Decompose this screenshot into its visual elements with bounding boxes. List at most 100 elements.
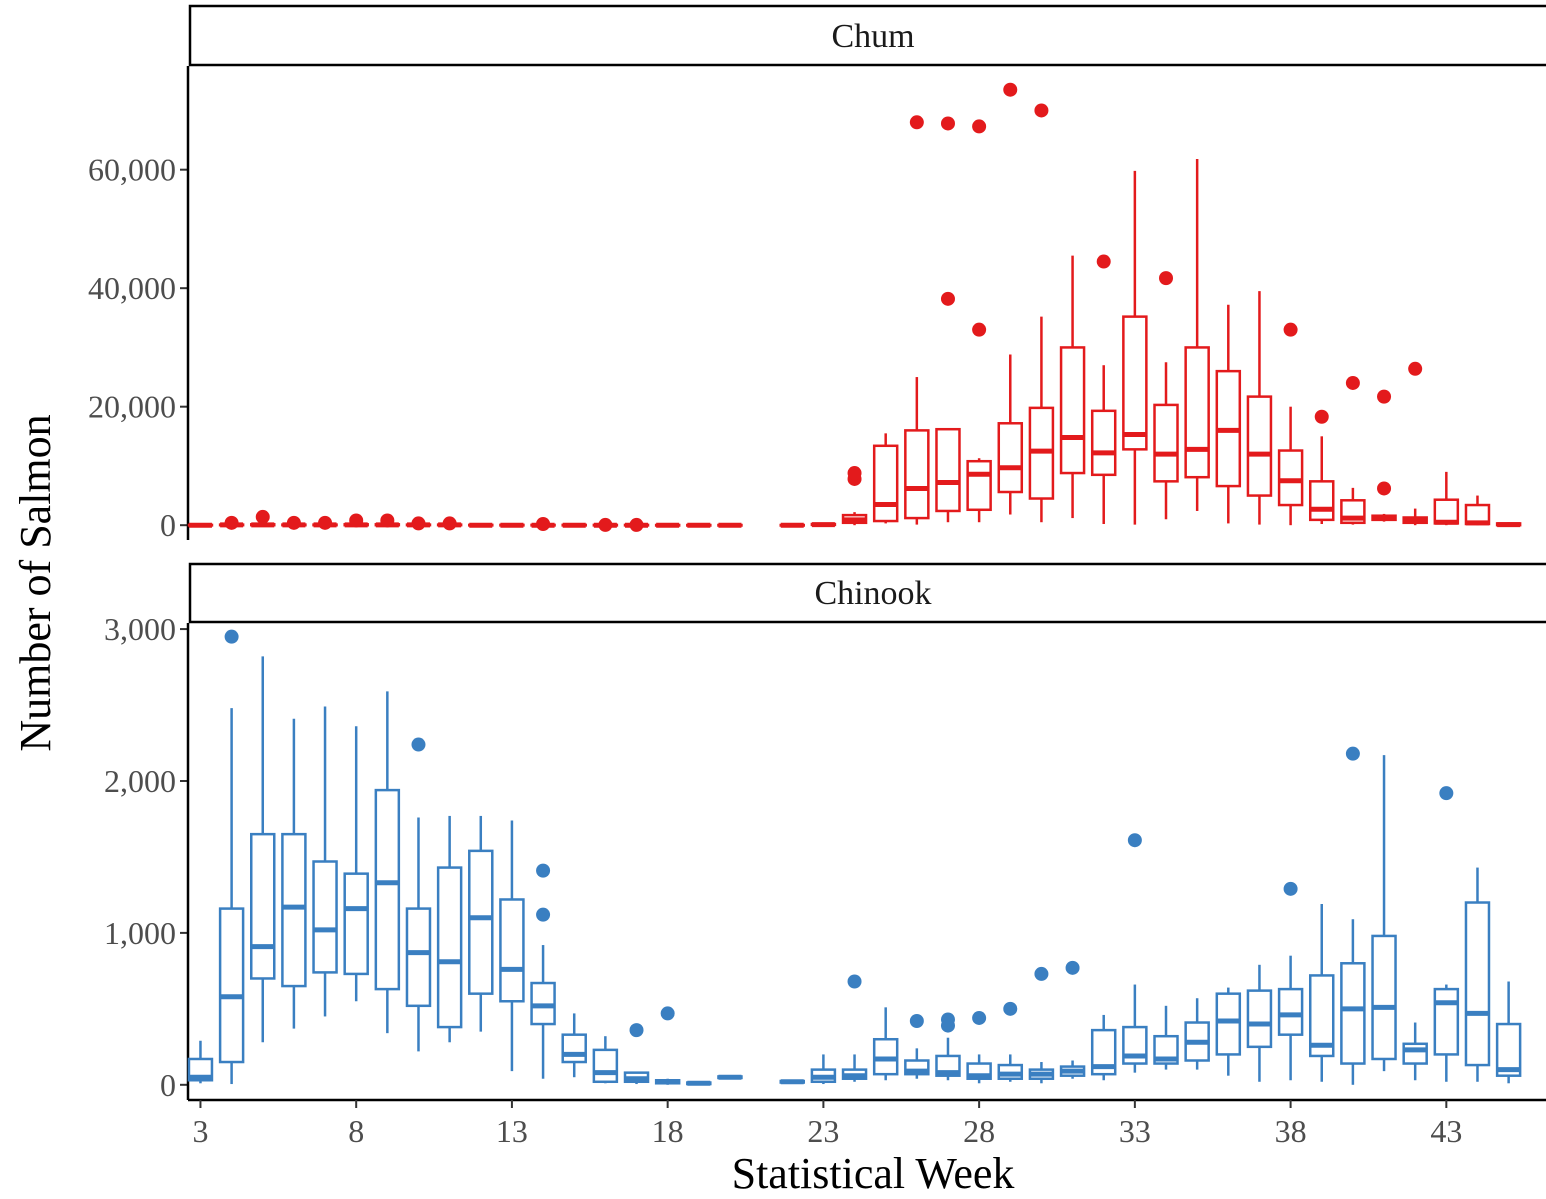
outlier-point — [847, 974, 862, 989]
strip-chinook-label: Chinook — [814, 575, 931, 612]
box-week-40 — [1340, 746, 1366, 1085]
panel-chum: 0 20,000 40,000 60,000 — [88, 66, 1522, 543]
box-week-45 — [1495, 522, 1522, 528]
outlier-point — [286, 515, 301, 530]
iqr-box — [1402, 1042, 1428, 1065]
outlier-point — [629, 1023, 644, 1038]
x-tick-label: 28 — [963, 1113, 995, 1149]
iqr-box — [1308, 974, 1335, 1058]
x-tick-label: 38 — [1275, 1113, 1307, 1149]
box-week-22 — [779, 1079, 805, 1085]
outlier-point — [909, 115, 924, 130]
iqr-box — [935, 427, 961, 513]
box-week-26 — [904, 115, 930, 525]
outlier-point — [1314, 409, 1329, 424]
outlier-point — [1377, 389, 1392, 404]
box-week-19 — [686, 1080, 712, 1086]
outlier-point — [224, 629, 239, 644]
box-week-16 — [592, 517, 619, 532]
box-week-17 — [623, 517, 650, 532]
y-tick-label: 20,000 — [88, 389, 176, 425]
box-week-16 — [592, 1036, 619, 1084]
box-week-40 — [1340, 375, 1366, 525]
x-axis-title: Statistical Week — [732, 1149, 1015, 1198]
outlier-point — [847, 466, 862, 481]
box-week-43 — [1433, 471, 1460, 526]
box-week-41 — [1371, 755, 1397, 1072]
box-week-25 — [872, 433, 899, 524]
y-tick-label: 0 — [160, 1067, 176, 1103]
iqr-box — [1246, 989, 1273, 1049]
iqr-box — [281, 832, 307, 988]
box-week-27 — [935, 1012, 961, 1081]
box-week-37 — [1246, 964, 1273, 1082]
box-week-34 — [1153, 271, 1179, 520]
outlier-point — [411, 737, 426, 752]
box-week-30 — [1028, 103, 1055, 523]
box-week-28 — [966, 119, 992, 523]
box-week-39 — [1308, 904, 1335, 1082]
outlier-point — [940, 1012, 955, 1027]
strip-chum-box — [188, 4, 1546, 67]
box-week-15 — [561, 522, 587, 528]
box-week-14 — [530, 517, 556, 532]
iqr-box — [1153, 403, 1179, 483]
box-week-35 — [1184, 159, 1210, 511]
box-week-18 — [654, 1006, 681, 1085]
iqr-box — [561, 1033, 587, 1064]
outlier-point — [536, 863, 551, 878]
iqr-box — [1308, 480, 1335, 522]
y-tick-label: 0 — [160, 507, 176, 543]
box-week-19 — [686, 522, 712, 528]
box-week-10 — [405, 516, 432, 531]
box-week-24 — [841, 466, 868, 526]
outlier-point — [1345, 375, 1360, 390]
outlier-point — [1345, 746, 1360, 761]
y-tick-label: 2,000 — [104, 763, 176, 799]
box-week-29 — [997, 1001, 1024, 1082]
box-week-7 — [312, 706, 338, 1017]
box-week-32 — [1090, 1014, 1117, 1081]
x-tick-label: 23 — [807, 1113, 839, 1149]
iqr-box — [436, 866, 463, 1029]
box-week-13 — [499, 820, 525, 1072]
iqr-box — [405, 907, 432, 1008]
box-week-38 — [1277, 881, 1304, 1081]
strip-chum: Chum — [188, 4, 1546, 67]
outlier-point — [1096, 254, 1111, 269]
box-week-13 — [499, 522, 525, 528]
outlier-point — [1127, 833, 1142, 848]
outlier-point — [1003, 1001, 1018, 1016]
box-week-36 — [1215, 304, 1242, 524]
box-week-20 — [717, 522, 743, 528]
box-week-38 — [1277, 322, 1304, 526]
outlier-point — [1159, 271, 1174, 286]
iqr-box — [997, 422, 1024, 494]
outlier-point — [972, 322, 987, 337]
outlier-point — [660, 1006, 675, 1021]
box-week-31 — [1059, 960, 1086, 1079]
iqr-box — [1495, 1022, 1522, 1077]
outlier-point — [1283, 322, 1298, 337]
x-tick-label: 33 — [1119, 1113, 1151, 1149]
iqr-box — [468, 849, 494, 995]
y-tick-label: 40,000 — [88, 270, 176, 306]
box-week-6 — [281, 515, 307, 530]
outlier-point — [536, 907, 551, 922]
box-week-31 — [1059, 255, 1086, 519]
x-tick-label: 43 — [1430, 1113, 1462, 1149]
box-week-37 — [1246, 291, 1273, 525]
outlier-point — [1439, 786, 1454, 801]
outlier-point — [972, 119, 987, 134]
iqr-box — [1277, 449, 1304, 507]
box-week-5 — [250, 656, 276, 1043]
box-week-33 — [1122, 833, 1148, 1073]
box-week-8 — [343, 726, 369, 1002]
box-week-42 — [1402, 361, 1428, 526]
box-week-26 — [904, 1014, 930, 1079]
x-tick-label: 18 — [652, 1113, 684, 1149]
box-week-23 — [810, 522, 837, 528]
box-week-34 — [1153, 1005, 1179, 1070]
outlier-point — [536, 517, 551, 532]
